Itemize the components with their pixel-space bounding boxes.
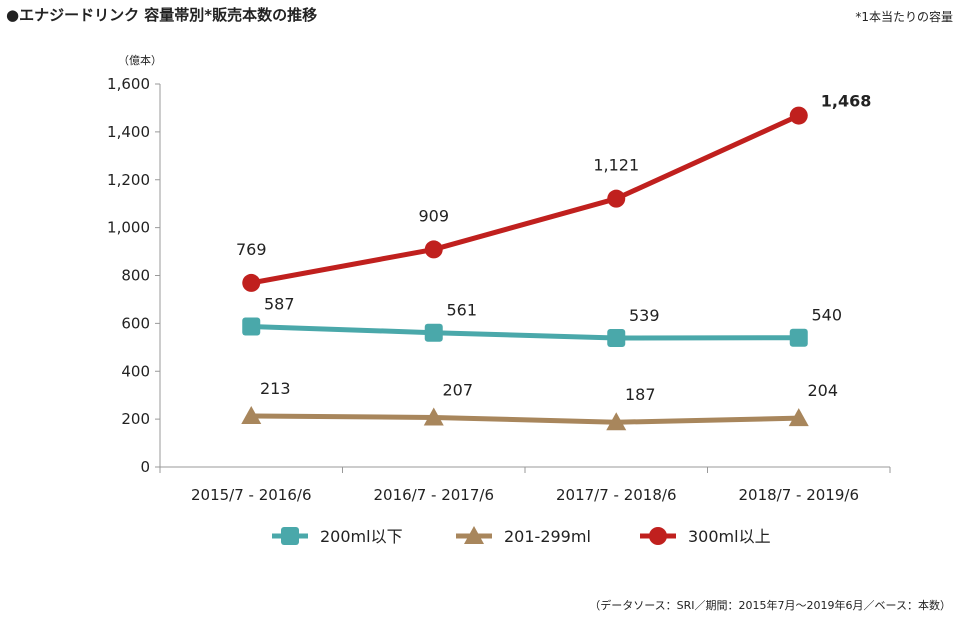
data-label-1-3: 204 bbox=[807, 381, 838, 400]
data-point-0-2 bbox=[607, 328, 626, 347]
data-point-2-3 bbox=[789, 106, 808, 125]
data-label-0-3: 540 bbox=[811, 306, 842, 325]
legend-label-2: 300ml以上 bbox=[688, 527, 771, 546]
data-point-0-3 bbox=[789, 328, 808, 347]
data-point-1-0 bbox=[241, 406, 262, 425]
y-tick-label: 1,200 bbox=[107, 171, 150, 189]
data-label-1-2: 187 bbox=[625, 385, 656, 404]
x-tick-label: 2016/7 - 2017/6 bbox=[374, 486, 495, 504]
chart-title: ●エナジードリンク 容量帯別*販売本数の推移 bbox=[6, 6, 318, 24]
capacity-note: *1本当たりの容量 bbox=[855, 10, 953, 24]
y-tick-label: 1,600 bbox=[107, 75, 150, 93]
data-point-1-1 bbox=[423, 407, 444, 426]
data-point-0-0 bbox=[242, 317, 261, 336]
data-source-note: （データソース：SRI／期間：2015年7月～2019年6月／ベース：本数） bbox=[589, 599, 951, 612]
y-tick-label: 1,000 bbox=[107, 219, 150, 237]
x-tick-label: 2018/7 - 2019/6 bbox=[739, 486, 860, 504]
data-point-2-2 bbox=[607, 189, 626, 208]
y-tick-label: 200 bbox=[121, 410, 150, 428]
legend-marker-0 bbox=[281, 527, 299, 545]
data-label-0-1: 561 bbox=[446, 301, 477, 320]
legend-label-1: 201-299ml bbox=[504, 527, 591, 546]
data-point-0-1 bbox=[424, 323, 443, 342]
data-label-2-0: 769 bbox=[236, 240, 267, 259]
legend-marker-1 bbox=[464, 526, 484, 544]
data-point-1-2 bbox=[606, 412, 627, 431]
series-line-1 bbox=[251, 413, 799, 425]
data-label-1-1: 207 bbox=[442, 380, 473, 399]
y-tick-label: 0 bbox=[140, 458, 150, 476]
data-point-1-3 bbox=[788, 408, 809, 427]
y-tick-label: 800 bbox=[121, 267, 150, 285]
x-tick-label: 2015/7 - 2016/6 bbox=[191, 486, 312, 504]
data-label-2-1: 909 bbox=[418, 206, 449, 225]
y-tick-label: 600 bbox=[121, 314, 150, 332]
legend-marker-2 bbox=[649, 527, 667, 545]
y-axis-unit: （億本） bbox=[118, 53, 162, 67]
data-label-0-0: 587 bbox=[264, 294, 295, 313]
data-point-2-1 bbox=[424, 240, 443, 259]
data-label-2-2: 1,121 bbox=[593, 156, 639, 175]
x-tick-label: 2017/7 - 2018/6 bbox=[556, 486, 677, 504]
series-line-2 bbox=[250, 113, 800, 286]
data-label-1-0: 213 bbox=[260, 379, 291, 398]
data-point-2-0 bbox=[242, 273, 261, 292]
legend-label-0: 200ml以下 bbox=[320, 527, 403, 546]
y-tick-label: 1,400 bbox=[107, 123, 150, 141]
data-label-0-2: 539 bbox=[629, 306, 660, 325]
data-label-2-3: 1,468 bbox=[821, 92, 872, 111]
y-tick-label: 400 bbox=[121, 362, 150, 380]
series-line-0 bbox=[251, 323, 799, 341]
